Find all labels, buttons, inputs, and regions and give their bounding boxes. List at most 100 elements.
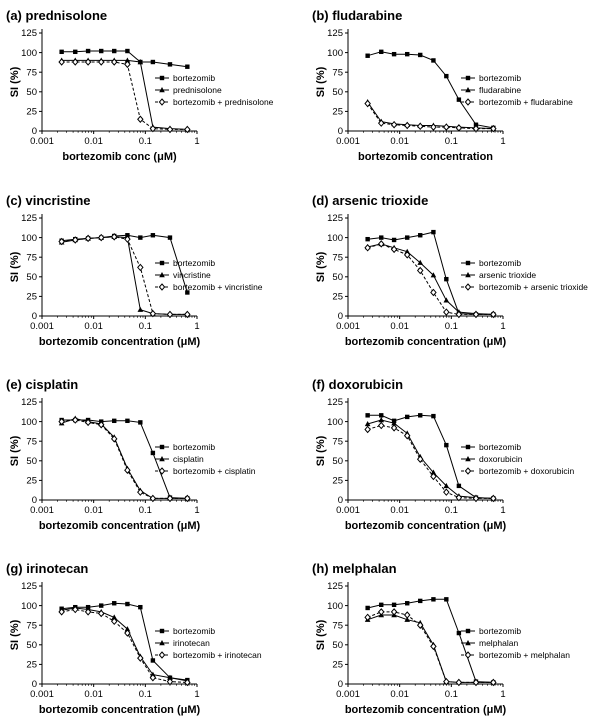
data-point xyxy=(403,611,411,619)
legend-label: bortezomib xyxy=(173,442,215,452)
data-point xyxy=(404,616,411,622)
legend-marker xyxy=(465,260,471,266)
data-point xyxy=(166,494,174,503)
legend-label: vincristine xyxy=(173,270,211,280)
data-point xyxy=(377,421,385,430)
legend-label: bortezomib xyxy=(479,626,521,636)
legend-label: prednisolone xyxy=(173,85,222,95)
data-point xyxy=(431,597,436,602)
panel-title: (f) doxorubicin xyxy=(312,377,403,392)
panel-letter: (f) xyxy=(312,377,325,392)
x-tick-label: 1 xyxy=(500,505,505,516)
x-tick-label: 0.1 xyxy=(445,136,458,147)
data-point xyxy=(150,233,156,238)
data-point xyxy=(137,115,144,124)
data-point xyxy=(364,99,371,108)
series-line xyxy=(61,59,188,130)
y-tick-label: 75 xyxy=(26,252,37,263)
data-point xyxy=(416,621,424,629)
x-tick-label: 0.001 xyxy=(30,136,54,147)
x-tick-label: 1 xyxy=(194,689,199,700)
data-point xyxy=(97,609,105,618)
legend-marker xyxy=(464,651,472,659)
chart-panel-b: (b) fludarabine 0 25 50 75 100 125 0.001 0.01 0.1… xyxy=(312,8,573,163)
series-bortezomib xyxy=(59,601,190,683)
data-point xyxy=(431,58,436,63)
data-point xyxy=(166,677,174,686)
series-line xyxy=(367,419,494,499)
legend-marker xyxy=(465,75,471,81)
legend-marker xyxy=(464,98,472,106)
data-point xyxy=(430,469,437,475)
y-axis-label: SI (%) xyxy=(315,66,327,97)
chart-panel-g: (g) irinotecan 0 25 50 75 100 125 0.001 0.01 0.1 1… xyxy=(6,561,262,716)
series-line xyxy=(367,424,494,499)
chart-panel-e: (e) cisplatin 0 25 50 75 100 125 0.001 0.01 0.1 1 b… xyxy=(6,377,256,532)
data-point xyxy=(430,472,437,481)
panel-title: (d) arsenic trioxide xyxy=(312,193,428,208)
x-tick-label: 0.1 xyxy=(445,505,458,516)
data-point xyxy=(490,124,497,133)
data-point xyxy=(150,450,156,456)
y-axis-label: SI (%) xyxy=(315,619,327,650)
y-tick-label: 50 xyxy=(332,456,343,467)
data-point xyxy=(137,488,144,496)
legend-marker xyxy=(158,283,166,291)
series-line xyxy=(367,243,494,315)
panel-drug-name: melphalan xyxy=(332,561,396,576)
y-tick-label: 100 xyxy=(327,48,343,59)
x-tick-label: 0.1 xyxy=(139,505,152,516)
data-point xyxy=(379,413,384,418)
y-tick-label: 125 xyxy=(21,581,37,592)
legend-label: bortezomib xyxy=(479,73,521,83)
x-axis-label: bortezomib concentration (μM) xyxy=(39,520,201,532)
data-point xyxy=(405,414,410,420)
y-tick-label: 100 xyxy=(21,417,37,428)
legend-marker xyxy=(159,444,165,450)
data-point xyxy=(71,236,79,244)
data-point xyxy=(379,49,384,55)
x-tick-label: 1 xyxy=(500,321,505,332)
panel-drug-name: cisplatin xyxy=(26,377,79,392)
data-point xyxy=(390,608,398,616)
data-point xyxy=(365,53,370,58)
legend-marker xyxy=(465,272,471,278)
y-tick-label: 100 xyxy=(21,601,37,612)
y-tick-label: 25 xyxy=(332,660,343,671)
data-point xyxy=(84,608,92,616)
data-point xyxy=(184,494,191,503)
x-tick-label: 0.01 xyxy=(84,689,103,700)
legend-marker xyxy=(465,87,471,93)
x-tick-label: 0.01 xyxy=(390,321,409,332)
data-point xyxy=(431,413,436,419)
data-point xyxy=(377,608,385,616)
data-point xyxy=(137,59,144,65)
series-line xyxy=(61,61,188,130)
data-point xyxy=(444,597,449,602)
x-tick-label: 0.01 xyxy=(390,689,409,700)
data-point xyxy=(417,259,424,265)
x-axis-label: bortezomib concentration (μM) xyxy=(39,704,201,716)
data-point xyxy=(110,233,118,241)
y-tick-label: 50 xyxy=(26,87,37,98)
y-tick-label: 0 xyxy=(338,311,343,322)
series-bortezomib-melphalan xyxy=(364,608,497,687)
series-line xyxy=(367,101,494,130)
legend-label: irinotecan xyxy=(173,638,210,648)
data-point xyxy=(166,310,174,319)
data-point xyxy=(364,244,371,252)
panel-letter: (d) xyxy=(312,193,329,208)
data-point xyxy=(443,677,450,686)
data-point xyxy=(97,58,105,66)
panel-letter: (a) xyxy=(6,8,22,23)
series-bortezomib xyxy=(365,49,496,131)
y-tick-label: 125 xyxy=(327,397,343,408)
data-point xyxy=(84,58,92,66)
x-tick-label: 1 xyxy=(194,136,199,147)
y-tick-label: 0 xyxy=(32,126,37,137)
x-tick-label: 0.001 xyxy=(336,505,360,516)
series-melphalan xyxy=(364,612,497,685)
x-tick-label: 0.001 xyxy=(30,321,54,332)
data-point xyxy=(444,276,449,282)
